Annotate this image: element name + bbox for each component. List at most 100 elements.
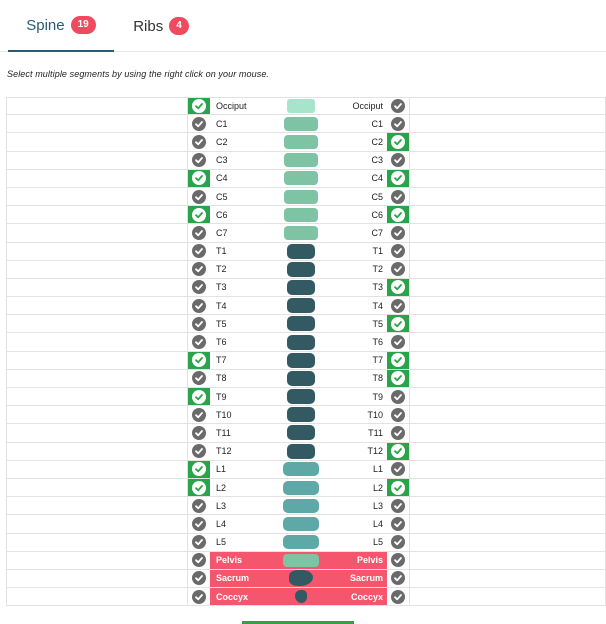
left-spacer-cell [6, 242, 188, 260]
checkmark-icon [391, 589, 405, 604]
vertebra-cervical[interactable] [283, 188, 319, 205]
right-segment-checkbox[interactable] [387, 442, 409, 460]
right-segment-checkbox[interactable] [387, 278, 409, 297]
vertebra-cervical[interactable] [283, 133, 319, 150]
right-segment-checkbox[interactable] [387, 388, 409, 405]
right-segment-checkbox[interactable] [387, 406, 409, 423]
left-segment-checkbox[interactable] [188, 206, 210, 224]
vertebra-thoracic[interactable] [283, 370, 319, 387]
right-segment-checkbox[interactable] [387, 461, 409, 478]
segment-row: T2 T2 [6, 260, 606, 279]
right-segment-checkbox[interactable] [387, 261, 409, 278]
left-segment-checkbox[interactable] [188, 406, 210, 423]
vertebra-cervical[interactable] [283, 206, 319, 223]
vertebra-thoracic[interactable] [283, 279, 319, 296]
vertebra-cervical[interactable] [283, 224, 319, 241]
vertebra-cervical[interactable] [283, 115, 319, 132]
vertebra-lumbar[interactable] [283, 479, 319, 496]
left-segment-checkbox[interactable] [188, 315, 210, 332]
left-segment-checkbox[interactable] [188, 370, 210, 387]
left-segment-checkbox[interactable] [188, 243, 210, 260]
right-segment-checkbox[interactable] [387, 497, 409, 514]
vertebra-lumbar[interactable] [283, 534, 319, 551]
left-segment-checkbox[interactable] [188, 478, 210, 497]
right-segment-checkbox[interactable] [387, 351, 409, 369]
right-segment-checkbox[interactable] [387, 188, 409, 205]
left-segment-checkbox[interactable] [188, 497, 210, 514]
vertebra-thoracic[interactable] [283, 424, 319, 441]
vertebra-thoracic[interactable] [283, 315, 319, 332]
vertebra-lumbar[interactable] [283, 461, 319, 478]
left-segment-checkbox[interactable] [188, 98, 210, 115]
left-segment-checkbox[interactable] [188, 351, 210, 369]
right-segment-checkbox[interactable] [387, 552, 409, 569]
right-segment-checkbox[interactable] [387, 315, 409, 333]
left-segment-label: C1 [216, 118, 228, 129]
right-segment-checkbox[interactable] [387, 115, 409, 132]
right-segment-checkbox[interactable] [387, 534, 409, 551]
vertebra-lumbar[interactable] [283, 497, 319, 514]
checkmark-icon [192, 207, 206, 222]
left-segment-checkbox[interactable] [188, 152, 210, 169]
left-segment-checkbox[interactable] [188, 333, 210, 350]
left-segment-checkbox[interactable] [188, 552, 210, 569]
right-segment-checkbox[interactable] [387, 133, 409, 151]
right-segment-checkbox[interactable] [387, 369, 409, 387]
left-spacer-cell [6, 133, 188, 151]
left-segment-checkbox[interactable] [188, 279, 210, 296]
right-segment-checkbox[interactable] [387, 243, 409, 260]
vertebra-sacrum[interactable] [283, 570, 319, 587]
segment-row: L3 L3 [6, 497, 606, 516]
vertebra-occiput[interactable] [283, 98, 319, 114]
left-segment-checkbox[interactable] [188, 460, 210, 478]
left-segment-checkbox[interactable] [188, 588, 210, 605]
confirm-button-edge[interactable] [242, 621, 354, 624]
left-segment-checkbox[interactable] [188, 188, 210, 205]
vertebra-thoracic[interactable] [283, 261, 319, 278]
left-segment-checkbox[interactable] [188, 424, 210, 441]
vertebra-coccyx[interactable] [283, 588, 319, 605]
vertebra-shape [284, 171, 318, 186]
left-segment-label: C4 [216, 173, 228, 184]
vertebra-lumbar[interactable] [283, 515, 319, 532]
vertebra-thoracic[interactable] [283, 243, 319, 260]
left-segment-checkbox[interactable] [188, 133, 210, 150]
left-segment-checkbox[interactable] [188, 534, 210, 551]
left-segment-checkbox[interactable] [188, 224, 210, 241]
right-segment-checkbox[interactable] [387, 333, 409, 350]
tab-spine[interactable]: Spine 19 [8, 0, 114, 52]
vertebra-pelvis[interactable] [283, 552, 319, 569]
left-segment-checkbox[interactable] [188, 115, 210, 132]
right-segment-checkbox[interactable] [387, 478, 409, 497]
left-segment-checkbox[interactable] [188, 297, 210, 314]
right-segment-checkbox[interactable] [387, 169, 409, 187]
vertebra-thoracic[interactable] [283, 352, 319, 369]
vertebra-thoracic[interactable] [283, 333, 319, 350]
left-segment-checkbox[interactable] [188, 261, 210, 278]
checkmark-icon [391, 335, 405, 350]
left-segment-label: T9 [216, 391, 227, 402]
right-segment-checkbox[interactable] [387, 297, 409, 314]
vertebra-thoracic[interactable] [283, 388, 319, 405]
right-segment-checkbox[interactable] [387, 588, 409, 605]
right-segment-checkbox[interactable] [387, 515, 409, 532]
right-segment-checkbox[interactable] [387, 570, 409, 587]
right-segment-checkbox[interactable] [387, 98, 409, 114]
tab-ribs[interactable]: Ribs 4 [126, 0, 196, 52]
left-segment-checkbox[interactable] [188, 443, 210, 460]
left-segment-checkbox[interactable] [188, 388, 210, 406]
left-segment-label: L5 [216, 537, 227, 548]
right-segment-checkbox[interactable] [387, 152, 409, 169]
right-segment-checkbox[interactable] [387, 424, 409, 441]
vertebra-thoracic[interactable] [283, 297, 319, 314]
right-segment-label: T9 [372, 391, 383, 402]
left-segment-checkbox[interactable] [188, 570, 210, 587]
left-segment-checkbox[interactable] [188, 515, 210, 532]
right-segment-checkbox[interactable] [387, 206, 409, 224]
vertebra-cervical[interactable] [283, 170, 319, 187]
right-segment-checkbox[interactable] [387, 224, 409, 241]
left-segment-checkbox[interactable] [188, 169, 210, 187]
vertebra-thoracic[interactable] [283, 443, 319, 460]
vertebra-thoracic[interactable] [283, 406, 319, 423]
vertebra-cervical[interactable] [283, 152, 319, 169]
